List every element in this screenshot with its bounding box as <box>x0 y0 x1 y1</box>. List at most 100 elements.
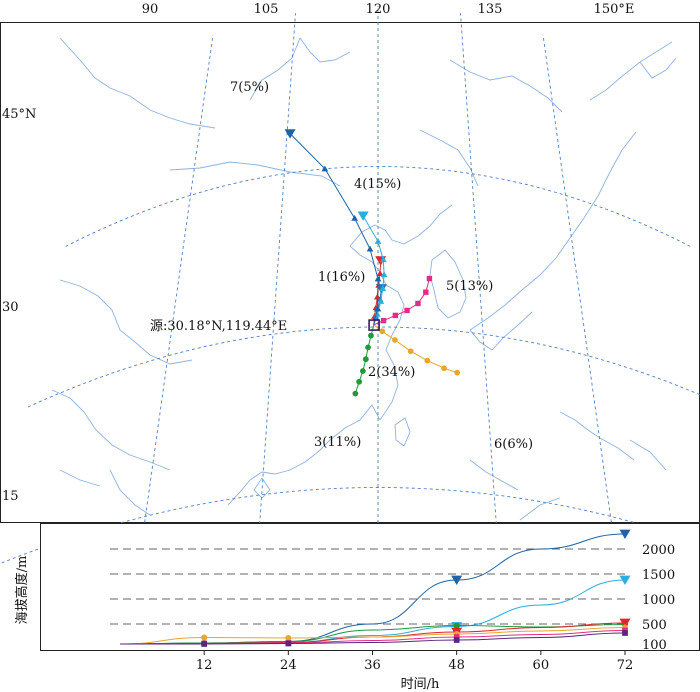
y-tick-label: 2000 <box>642 543 675 558</box>
coastline <box>559 411 635 461</box>
coastline <box>253 477 271 499</box>
coastline <box>639 57 677 79</box>
trajectory-point <box>441 365 447 372</box>
lon-tick-label: 150°E <box>594 2 635 17</box>
trajectory-point <box>379 285 387 292</box>
coastline <box>469 311 533 351</box>
height-point <box>285 640 292 647</box>
coastline <box>589 41 673 101</box>
trajectory-point <box>368 332 374 339</box>
x-tick-label: 60 <box>533 658 550 673</box>
coastline <box>469 131 637 331</box>
cluster-label: 2(34%) <box>368 365 415 380</box>
trajectory-point <box>373 305 381 312</box>
coastline <box>349 204 453 247</box>
trajectory-point <box>404 307 410 314</box>
height-frame <box>40 523 700 651</box>
x-tick-label: 12 <box>196 658 213 673</box>
trajectory-point <box>366 245 374 252</box>
map-label-layer: 90 105 120 135 150°E 45°N 30 15 1(16%) 2(34%) 3(11… <box>2 2 634 504</box>
coastline <box>227 404 381 506</box>
graticule-layer <box>0 6 700 570</box>
trajectory-point <box>351 214 358 221</box>
y-tick-label: 1500 <box>642 568 675 583</box>
height-series-layer <box>119 529 631 647</box>
trajectory-point <box>415 300 421 307</box>
lon-tick-label: 105 <box>254 2 279 17</box>
map-frame <box>0 22 700 523</box>
coastline <box>109 469 151 516</box>
height-point <box>453 637 460 643</box>
x-tick-label: 24 <box>280 658 297 673</box>
trajectory-point <box>356 378 363 385</box>
y-tick-label: 500 <box>642 618 667 633</box>
lat-tick-label: 30 <box>2 300 19 315</box>
coastline <box>51 389 171 471</box>
coastline <box>59 279 193 365</box>
trajectory-point <box>365 344 371 351</box>
trajectory-point <box>423 289 429 295</box>
coastline <box>169 161 341 187</box>
coastline <box>519 497 561 521</box>
coastline <box>59 469 101 487</box>
coastline <box>394 417 411 447</box>
y-tick-label: 1000 <box>642 593 675 608</box>
latitude-line <box>0 487 700 565</box>
trajectory-point <box>377 297 385 304</box>
cluster-label: 5(13%) <box>446 279 493 294</box>
longitude-line <box>257 13 296 549</box>
trajectory-point <box>352 390 359 397</box>
trajectory-point <box>424 357 431 364</box>
cluster-label: 4(15%) <box>354 177 401 192</box>
x-tick-label: 72 <box>617 658 634 673</box>
x-tick-label: 48 <box>448 658 465 673</box>
trajectory-point <box>379 256 387 263</box>
x-tick-label: 36 <box>364 658 381 673</box>
trajectory-point <box>380 271 388 278</box>
trajectory-point <box>359 368 366 374</box>
height-point <box>622 630 628 636</box>
height-point <box>453 622 460 629</box>
height-point <box>201 634 208 641</box>
trajectory-point <box>374 275 382 282</box>
trajectory-point <box>407 348 414 355</box>
trajectory-point <box>392 312 399 319</box>
trajectory-point <box>380 317 387 324</box>
lat-tick-label: 15 <box>2 489 19 504</box>
trajectory-layer <box>284 129 461 397</box>
longitude-line <box>137 34 214 570</box>
trajectory-point <box>454 369 461 376</box>
height-point <box>201 641 208 647</box>
height-point <box>619 575 631 585</box>
cluster-label: 6(6%) <box>494 437 533 452</box>
height-point <box>451 575 463 585</box>
coastline-layer <box>51 37 677 521</box>
latitude-line <box>27 326 700 408</box>
trajectory-point <box>362 356 369 363</box>
height-label-layer: 12 24 36 48 60 72 100 500 1000 1500 2000 时间/h 海拔高度/m <box>14 543 675 692</box>
trajectory-point <box>379 328 386 335</box>
lon-tick-label: 90 <box>142 2 159 17</box>
trajectory-point <box>392 337 398 343</box>
lon-tick-label: 135 <box>478 2 503 17</box>
trajectory-point <box>284 129 296 139</box>
height-point <box>619 529 631 539</box>
coastline <box>449 59 563 113</box>
x-axis-title: 时间/h <box>401 677 440 692</box>
coastline <box>59 37 216 129</box>
lat-tick-label: 45°N <box>2 107 36 122</box>
trajectory-point <box>376 270 384 277</box>
coastline <box>299 37 351 63</box>
source-label: 源:30.18°N,119.44°E <box>150 319 287 334</box>
cluster-label: 7(5%) <box>230 80 269 95</box>
trajectory-point <box>426 275 433 282</box>
longitude-line <box>542 34 619 570</box>
height-point <box>619 618 631 628</box>
y-tick-label: 100 <box>642 638 667 653</box>
coastline <box>249 37 301 101</box>
longitude-line <box>460 13 499 549</box>
coastline <box>429 249 467 319</box>
trajectory-point <box>374 238 382 244</box>
height-point <box>453 634 460 640</box>
